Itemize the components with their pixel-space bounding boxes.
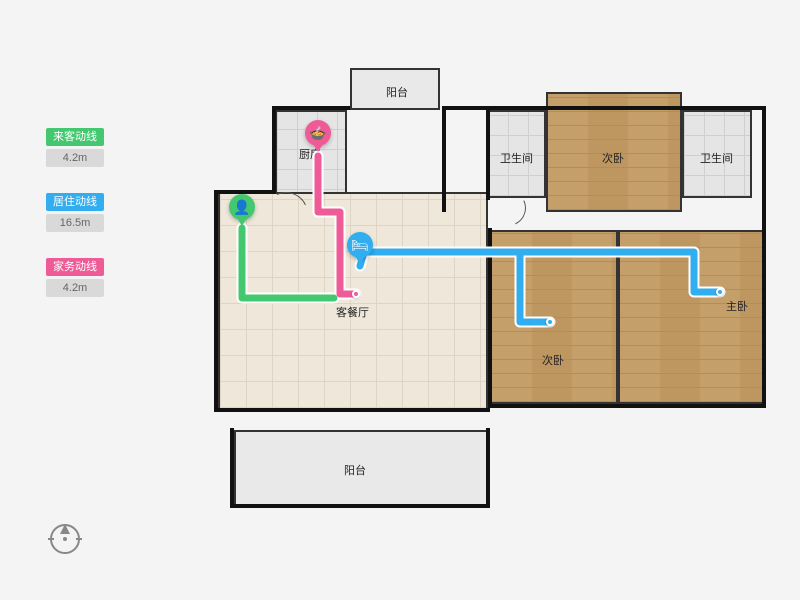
legend-item-visitor: 来客动线 4.2m (46, 128, 106, 167)
path-endpoint-dot (716, 288, 724, 296)
floor-plan: 阳台 厨房 卫生间 卫生间 次卧 客餐厅 次卧 主卧 阳台 🍲 👤 🛏 (210, 42, 775, 562)
room-bed-top: 次卧 (546, 92, 682, 212)
pin-living-icon: 🛏 (347, 232, 373, 266)
label-bed-top: 次卧 (602, 150, 624, 166)
legend-visitor-label: 来客动线 (46, 128, 104, 146)
legend-living-label: 居住动线 (46, 193, 104, 211)
label-living: 客餐厅 (336, 304, 369, 320)
room-bath-right: 卫生间 (682, 110, 752, 198)
label-bath-left: 卫生间 (500, 150, 533, 166)
legend-visitor-distance: 4.2m (46, 149, 104, 167)
compass-icon (50, 524, 80, 554)
legend-chore-label: 家务动线 (46, 258, 104, 276)
room-bath-left: 卫生间 (486, 110, 546, 198)
room-balcony-bottom: 阳台 (234, 430, 488, 506)
path-endpoint-dot (352, 290, 360, 298)
room-bed-master: 主卧 (618, 230, 766, 404)
room-bed-mid: 次卧 (490, 230, 618, 404)
pin-visitor-icon: 👤 (229, 194, 255, 228)
legend: 来客动线 4.2m 居住动线 16.5m 家务动线 4.2m (46, 128, 106, 323)
label-balcony-bottom: 阳台 (344, 462, 366, 478)
label-bed-master: 主卧 (726, 298, 748, 314)
label-bed-mid: 次卧 (542, 352, 564, 368)
legend-chore-distance: 4.2m (46, 279, 104, 297)
room-balcony-top: 阳台 (350, 68, 440, 110)
room-living: 客餐厅 (218, 192, 488, 410)
label-balcony-top: 阳台 (386, 84, 408, 100)
label-bath-right: 卫生间 (700, 150, 733, 166)
legend-living-distance: 16.5m (46, 214, 104, 232)
legend-item-chore: 家务动线 4.2m (46, 258, 106, 297)
pin-chore-icon: 🍲 (305, 120, 331, 154)
path-endpoint-dot (546, 318, 554, 326)
legend-item-living: 居住动线 16.5m (46, 193, 106, 232)
